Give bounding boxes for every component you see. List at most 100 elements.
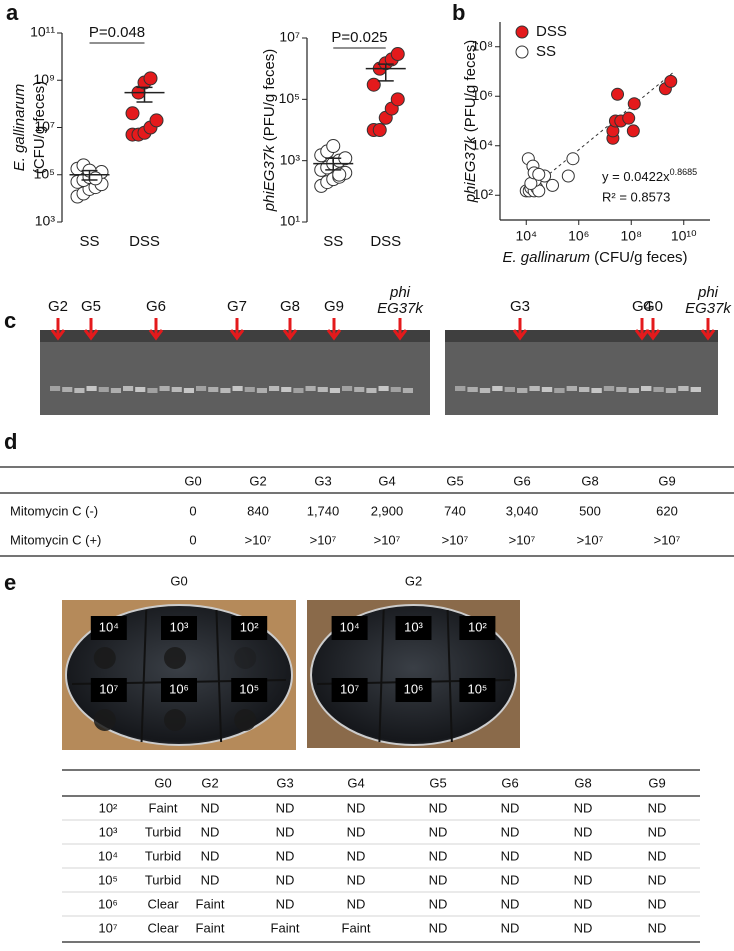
gel-lane-label: G3	[510, 298, 530, 315]
table-cell: 840	[247, 503, 269, 518]
gel-lane-label: G0	[643, 298, 663, 315]
table-cell: Clear	[147, 896, 179, 911]
gel-band	[579, 387, 590, 392]
column-header: G5	[446, 473, 463, 488]
x-tick-label: 10⁶	[568, 228, 589, 244]
table-cell: Faint	[271, 920, 300, 935]
table-cell: ND	[347, 824, 366, 839]
y-tick-label: 10³	[35, 213, 56, 229]
table-cell: >10⁷	[310, 532, 337, 547]
dilution-box	[331, 678, 368, 702]
table-cell: 2,900	[371, 503, 404, 518]
data-point	[546, 178, 559, 192]
table-cell: ND	[501, 896, 520, 911]
gel-band	[171, 387, 182, 392]
table-cell: Faint	[196, 920, 225, 935]
gel-band	[135, 387, 146, 392]
axis-label-part: phiEG37k	[462, 135, 479, 203]
table-cell: ND	[648, 896, 667, 911]
row-label: 10⁶	[98, 896, 118, 911]
gel-band	[479, 388, 491, 393]
table-cell: ND	[347, 872, 366, 887]
row-label: Mitomycin C (-)	[10, 503, 98, 518]
gel-band	[147, 388, 158, 393]
row-label: 10⁵	[98, 872, 118, 887]
red-arrow	[700, 318, 716, 341]
dilution-label: 10⁴	[340, 619, 360, 634]
gel-lane-label: EG37k	[685, 300, 732, 317]
dilution-box	[395, 616, 432, 640]
plaque-spot	[164, 709, 186, 731]
dilution-box	[395, 678, 432, 702]
gel-band	[366, 388, 377, 393]
red-arrow	[282, 318, 298, 341]
legend-swatch	[515, 25, 529, 39]
equation-exponent: 0.8685	[670, 167, 698, 177]
plate-divider	[140, 609, 148, 743]
gel-image	[40, 330, 430, 415]
gel-lane-label: G5	[81, 298, 101, 315]
gel-lane-label: G9	[324, 298, 344, 315]
table-cell: 500	[579, 503, 601, 518]
axis-label: phiEG37k (PFU/g feces)	[462, 40, 479, 204]
table-cell: ND	[276, 824, 295, 839]
dilution-label: 10⁶	[404, 681, 424, 696]
y-tick-label: 10⁶	[472, 87, 493, 103]
gel-lane-label: phi	[697, 284, 719, 301]
table-cell: 0	[189, 503, 196, 518]
axis-label-part: (PFU/g feces)	[462, 40, 479, 137]
dilution-label: 10³	[404, 619, 423, 634]
legend-label: SS	[536, 43, 556, 60]
y-tick-label: 10¹	[280, 213, 301, 229]
gel-band	[86, 386, 97, 391]
data-point	[566, 152, 580, 166]
gel-band	[293, 388, 304, 393]
red-arrow	[326, 318, 342, 341]
gel-band	[342, 386, 353, 391]
data-point	[622, 111, 636, 125]
row-label: 10⁷	[98, 920, 117, 935]
table-cell: ND	[648, 872, 667, 887]
table-cell: ND	[648, 920, 667, 935]
red-arrow	[634, 318, 650, 341]
red-arrow	[229, 318, 245, 341]
gel-band	[378, 386, 389, 391]
gel-band	[62, 387, 73, 392]
data-point	[532, 167, 546, 181]
gel-band	[220, 388, 231, 393]
table-cell: 3,040	[506, 503, 539, 518]
y-tick-label: 10²	[473, 186, 494, 202]
panel-label: b	[452, 0, 465, 25]
equation-text: y = 0.0422x	[602, 169, 670, 184]
axis-label-part: (PFU/g feces)	[261, 49, 278, 146]
gel-band	[50, 386, 61, 391]
plate-title: G2	[405, 573, 422, 588]
table-cell: ND	[574, 872, 593, 887]
x-tick-label: DSS	[129, 233, 160, 250]
dilution-box	[459, 616, 496, 640]
gel-band	[183, 388, 194, 393]
gel-band	[281, 387, 292, 392]
column-header: G6	[513, 473, 530, 488]
gel-band	[110, 388, 121, 393]
table-cell: ND	[429, 824, 448, 839]
dilution-box	[90, 678, 127, 702]
gel-image	[445, 330, 718, 415]
column-header: G4	[347, 775, 364, 790]
dilution-label: 10⁷	[99, 681, 118, 696]
gel-lane-label: G4	[632, 298, 652, 315]
gel-band	[305, 386, 316, 391]
panel-label: e	[4, 570, 16, 595]
column-header: G8	[581, 473, 598, 488]
y-tick-label: 10⁴	[471, 136, 493, 152]
data-point	[125, 106, 140, 121]
red-arrow	[392, 318, 408, 341]
axis-label: E. gallinarum (CFU/g feces)	[502, 249, 687, 266]
y-tick-label: 10⁵	[34, 165, 55, 181]
table-cell: Turbid	[145, 872, 181, 887]
table-cell: ND	[201, 800, 220, 815]
y-tick-label: 10⁷	[279, 29, 300, 45]
table-cell: ND	[347, 848, 366, 863]
dilution-box	[231, 678, 268, 702]
table-cell: >10⁷	[654, 532, 681, 547]
